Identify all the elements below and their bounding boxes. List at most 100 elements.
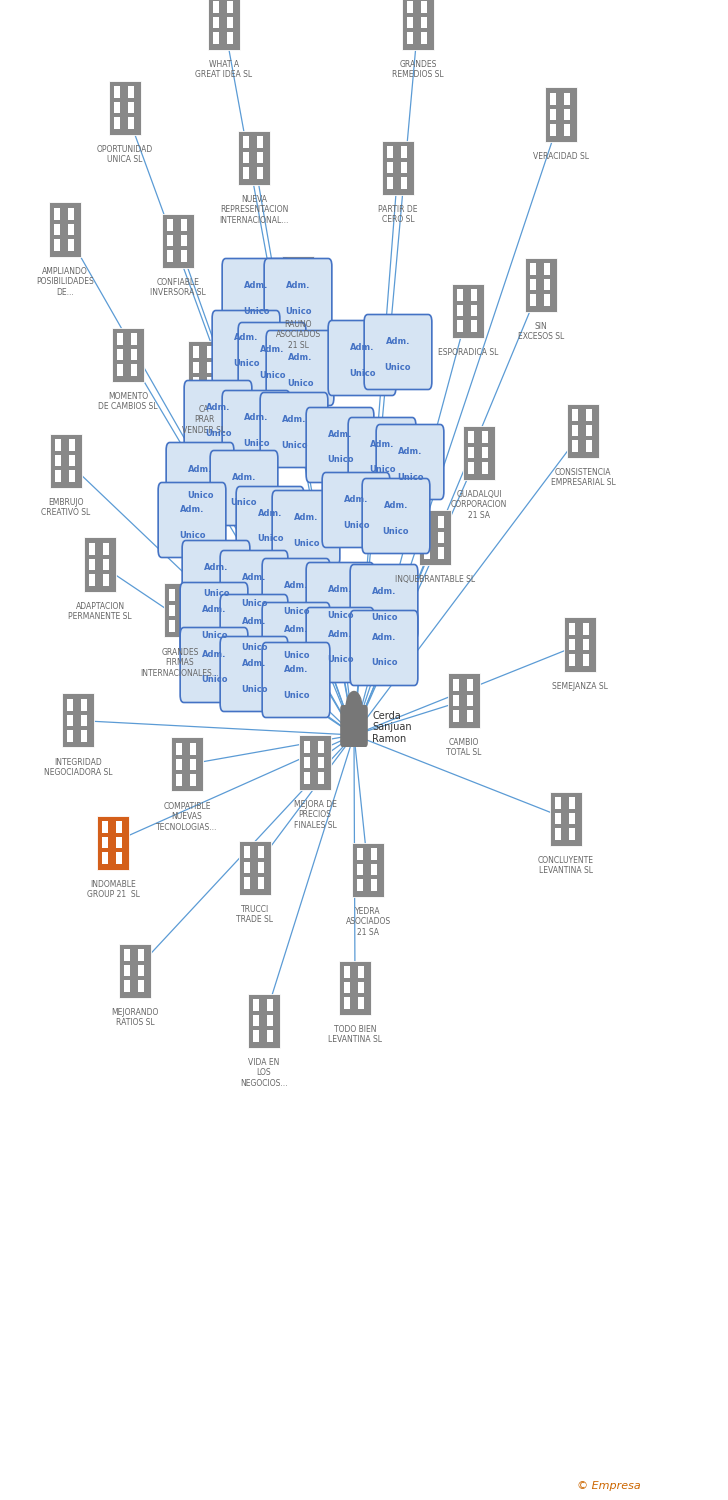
FancyBboxPatch shape <box>189 742 196 754</box>
FancyBboxPatch shape <box>438 516 443 528</box>
Text: ADAPTACION
PERMANENTE SL: ADAPTACION PERMANENTE SL <box>68 602 132 621</box>
Text: INDOMABLE
GROUP 21  SL: INDOMABLE GROUP 21 SL <box>87 880 140 900</box>
FancyBboxPatch shape <box>287 276 293 288</box>
Text: Unico: Unico <box>369 465 395 474</box>
Text: Unico: Unico <box>293 538 320 548</box>
Text: Adm.: Adm. <box>242 616 266 626</box>
Text: Adm.: Adm. <box>372 633 396 642</box>
FancyBboxPatch shape <box>572 410 578 422</box>
FancyBboxPatch shape <box>530 294 537 306</box>
FancyBboxPatch shape <box>457 320 463 332</box>
Text: Adm.: Adm. <box>386 338 410 346</box>
Text: ESPORADICA SL: ESPORADICA SL <box>438 348 498 357</box>
FancyBboxPatch shape <box>572 424 578 436</box>
FancyBboxPatch shape <box>585 440 592 452</box>
FancyBboxPatch shape <box>407 32 414 44</box>
FancyBboxPatch shape <box>585 410 592 422</box>
FancyBboxPatch shape <box>357 847 363 859</box>
Text: CAMBIO
TOTAL SL: CAMBIO TOTAL SL <box>446 738 482 758</box>
FancyBboxPatch shape <box>171 738 203 792</box>
FancyBboxPatch shape <box>68 209 74 220</box>
Text: MEJORA DE
PRECIOS
FINALES SL: MEJORA DE PRECIOS FINALES SL <box>293 800 336 830</box>
FancyBboxPatch shape <box>167 234 173 246</box>
FancyBboxPatch shape <box>97 816 129 870</box>
Text: Adm.: Adm. <box>282 416 306 424</box>
Text: CONCLUYENTE
LEVANTINA SL: CONCLUYENTE LEVANTINA SL <box>538 856 594 876</box>
Text: Unico: Unico <box>397 472 423 482</box>
FancyBboxPatch shape <box>189 759 196 771</box>
Text: Adm.: Adm. <box>260 345 284 354</box>
FancyBboxPatch shape <box>364 315 432 390</box>
Text: WHAT A
GREAT IDEA SL: WHAT A GREAT IDEA SL <box>195 60 253 80</box>
Text: COMPATIBLE
NUEVAS
TECNOLOGIAS...: COMPATIBLE NUEVAS TECNOLOGIAS... <box>157 802 218 832</box>
FancyBboxPatch shape <box>162 213 194 267</box>
FancyBboxPatch shape <box>68 238 74 250</box>
FancyBboxPatch shape <box>124 950 130 962</box>
FancyBboxPatch shape <box>400 146 407 158</box>
Text: GRANDES
REMEDIOS SL: GRANDES REMEDIOS SL <box>392 60 444 80</box>
FancyBboxPatch shape <box>467 710 472 722</box>
FancyBboxPatch shape <box>114 117 120 129</box>
FancyBboxPatch shape <box>102 821 108 833</box>
FancyBboxPatch shape <box>181 234 186 246</box>
FancyBboxPatch shape <box>530 262 537 274</box>
Text: Adm.: Adm. <box>244 280 268 290</box>
Text: TODO BIEN
LEVANTINA SL: TODO BIEN LEVANTINA SL <box>328 1024 382 1044</box>
FancyBboxPatch shape <box>67 714 74 726</box>
FancyBboxPatch shape <box>213 32 219 44</box>
FancyBboxPatch shape <box>183 604 189 616</box>
FancyBboxPatch shape <box>109 81 141 135</box>
Text: Unico: Unico <box>327 656 353 664</box>
FancyBboxPatch shape <box>266 999 273 1011</box>
Text: AMPLIANDO
POSIBILIDADES
DE...: AMPLIANDO POSIBILIDADES DE... <box>36 267 94 297</box>
FancyBboxPatch shape <box>470 290 477 302</box>
FancyBboxPatch shape <box>467 694 472 706</box>
FancyBboxPatch shape <box>563 93 569 105</box>
FancyBboxPatch shape <box>103 543 108 555</box>
FancyBboxPatch shape <box>124 964 130 976</box>
FancyBboxPatch shape <box>210 450 278 525</box>
FancyBboxPatch shape <box>402 0 434 50</box>
FancyBboxPatch shape <box>544 294 550 306</box>
FancyBboxPatch shape <box>468 462 474 474</box>
FancyBboxPatch shape <box>371 847 376 859</box>
FancyBboxPatch shape <box>188 340 220 394</box>
FancyBboxPatch shape <box>530 279 537 291</box>
FancyBboxPatch shape <box>67 699 74 711</box>
Text: Unico: Unico <box>257 534 283 543</box>
FancyBboxPatch shape <box>89 574 95 586</box>
FancyBboxPatch shape <box>114 86 120 98</box>
FancyBboxPatch shape <box>317 756 324 768</box>
FancyBboxPatch shape <box>350 564 418 639</box>
Text: Unico: Unico <box>201 630 227 639</box>
Text: Unico: Unico <box>371 658 397 668</box>
Text: Unico: Unico <box>281 441 307 450</box>
FancyBboxPatch shape <box>357 981 364 993</box>
FancyBboxPatch shape <box>362 478 430 554</box>
Text: Adm.: Adm. <box>206 404 230 412</box>
FancyBboxPatch shape <box>180 582 248 657</box>
Text: Unico: Unico <box>242 306 269 315</box>
FancyBboxPatch shape <box>582 654 589 666</box>
FancyBboxPatch shape <box>407 16 414 28</box>
Text: Adm.: Adm. <box>242 573 266 582</box>
FancyBboxPatch shape <box>84 537 116 591</box>
FancyBboxPatch shape <box>545 87 577 141</box>
FancyBboxPatch shape <box>184 381 252 456</box>
FancyBboxPatch shape <box>328 321 396 396</box>
FancyBboxPatch shape <box>68 224 74 236</box>
FancyBboxPatch shape <box>119 944 151 998</box>
FancyBboxPatch shape <box>49 202 81 256</box>
Text: EMBRUJO
CREATIVO SL: EMBRUJO CREATIVO SL <box>41 498 90 517</box>
FancyBboxPatch shape <box>220 550 288 626</box>
Text: Unico: Unico <box>201 675 227 684</box>
Text: MEJORANDO
RATIOS SL: MEJORANDO RATIOS SL <box>111 1008 159 1028</box>
FancyBboxPatch shape <box>176 774 182 786</box>
FancyBboxPatch shape <box>167 251 173 262</box>
FancyBboxPatch shape <box>166 442 234 518</box>
Text: Adm.: Adm. <box>242 658 266 668</box>
FancyBboxPatch shape <box>470 304 477 316</box>
FancyBboxPatch shape <box>572 440 578 452</box>
Text: CA
PRAR
VENDER SL: CA PRAR VENDER SL <box>183 405 226 435</box>
FancyBboxPatch shape <box>117 333 123 345</box>
